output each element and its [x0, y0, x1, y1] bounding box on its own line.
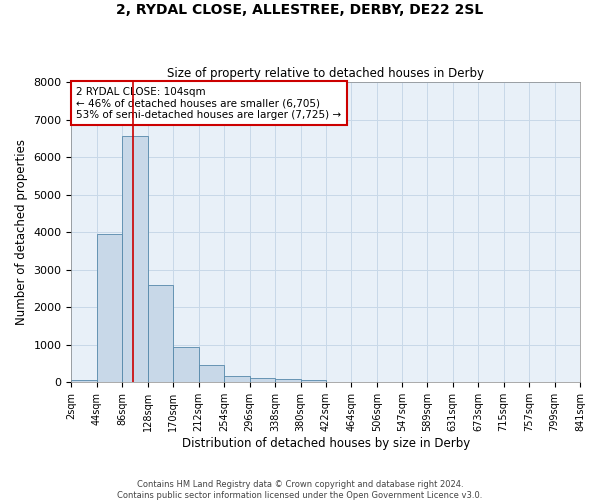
Bar [275, 380, 301, 382]
Text: 2, RYDAL CLOSE, ALLESTREE, DERBY, DE22 2SL: 2, RYDAL CLOSE, ALLESTREE, DERBY, DE22 2… [116, 2, 484, 16]
Bar [97, 234, 122, 382]
Bar [148, 284, 173, 382]
Text: Contains HM Land Registry data © Crown copyright and database right 2024.
Contai: Contains HM Land Registry data © Crown c… [118, 480, 482, 500]
Y-axis label: Number of detached properties: Number of detached properties [15, 139, 28, 325]
Bar [71, 380, 97, 382]
Title: Size of property relative to detached houses in Derby: Size of property relative to detached ho… [167, 66, 484, 80]
Bar [122, 136, 148, 382]
Text: 2 RYDAL CLOSE: 104sqm
← 46% of detached houses are smaller (6,705)
53% of semi-d: 2 RYDAL CLOSE: 104sqm ← 46% of detached … [76, 86, 341, 120]
Bar [250, 378, 275, 382]
Bar [173, 346, 199, 382]
Bar [224, 376, 250, 382]
X-axis label: Distribution of detached houses by size in Derby: Distribution of detached houses by size … [182, 437, 470, 450]
Bar [301, 380, 326, 382]
Bar [199, 366, 224, 382]
